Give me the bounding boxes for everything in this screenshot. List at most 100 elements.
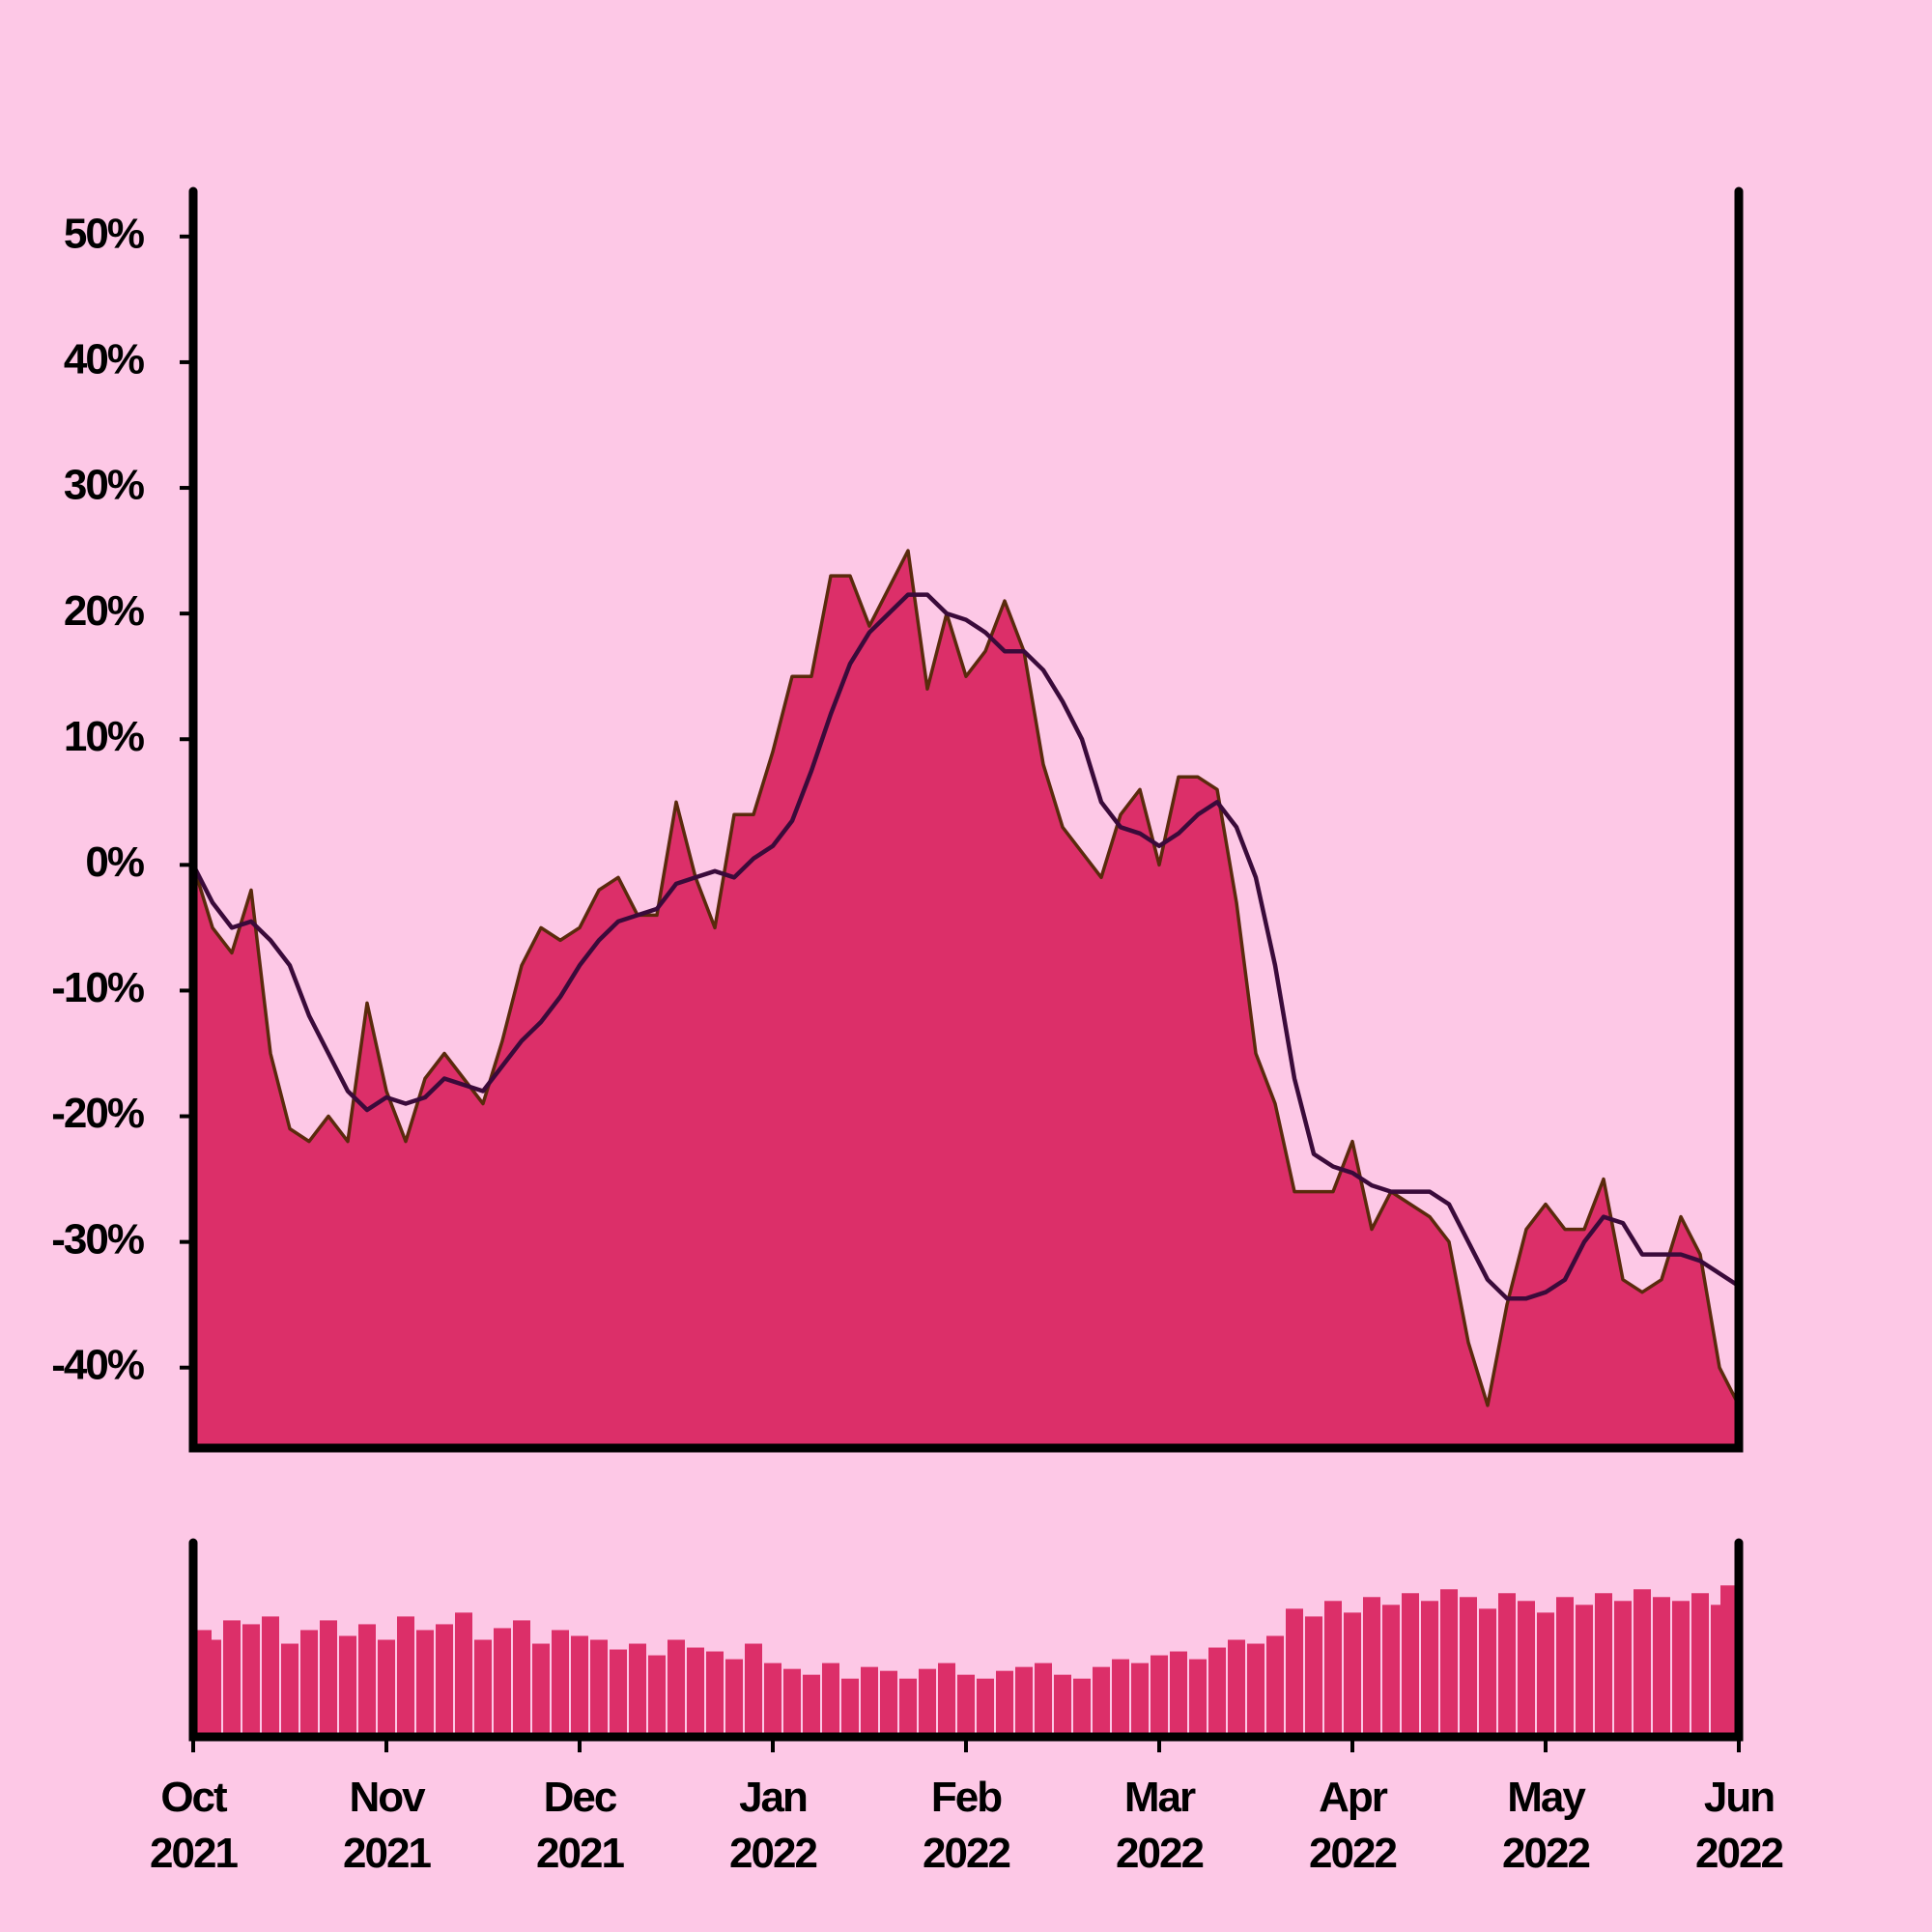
volume-bar	[764, 1662, 781, 1737]
volume-bar	[1672, 1601, 1690, 1737]
y-tick-label: 50%	[64, 210, 144, 257]
volume-bar	[1054, 1674, 1071, 1737]
x-tick-label: May 2022	[1502, 1774, 1591, 1877]
volume-bar	[1479, 1608, 1496, 1737]
volume-bar	[532, 1643, 550, 1737]
volume-bar	[223, 1620, 241, 1737]
x-tick-label: Jun 2022	[1695, 1774, 1784, 1877]
volume-bar	[687, 1647, 704, 1737]
volume-bar	[861, 1666, 878, 1737]
volume-bar	[1614, 1601, 1632, 1737]
volume-bar	[281, 1643, 298, 1737]
x-tick-label: Apr 2022	[1309, 1774, 1398, 1877]
volume-bar	[1421, 1601, 1438, 1737]
volume-bar	[397, 1616, 414, 1737]
volume-bar	[803, 1674, 820, 1737]
axis-frame	[188, 1538, 1744, 1742]
volume-bar	[262, 1616, 279, 1737]
volume-bar	[320, 1620, 337, 1737]
volume-bar	[571, 1635, 588, 1737]
volume-bar	[416, 1630, 434, 1737]
x-tick-label: Mar 2022	[1116, 1774, 1205, 1877]
volume-bar	[1189, 1659, 1207, 1737]
volume-bar	[880, 1670, 897, 1737]
y-tick-label: 0%	[85, 838, 143, 886]
volume-bar	[1460, 1597, 1477, 1737]
volume-bar	[1131, 1662, 1149, 1737]
area	[193, 551, 1739, 1448]
volume-bar	[378, 1639, 395, 1737]
y-tick-label: -10%	[51, 964, 144, 1011]
volume-bar	[1247, 1643, 1264, 1737]
volume-bar	[1595, 1593, 1612, 1737]
volume-bar	[1363, 1597, 1380, 1737]
volume-bar	[1344, 1612, 1361, 1737]
volume-bar	[1228, 1639, 1245, 1737]
volume-bar	[1537, 1612, 1554, 1737]
y-tick-label: 30%	[64, 462, 144, 509]
volume-bar	[474, 1639, 492, 1737]
volume-bar	[1015, 1666, 1033, 1737]
y-tick-label: -30%	[51, 1215, 144, 1263]
axis-frame	[188, 186, 1744, 1453]
volume-bar	[783, 1668, 801, 1737]
volume-bar	[957, 1674, 975, 1737]
y-tick-label: 10%	[64, 713, 144, 760]
volume-bar	[1073, 1678, 1091, 1737]
volume-bar	[1576, 1605, 1593, 1737]
volume-bar	[1112, 1659, 1129, 1737]
volume-bar	[648, 1655, 666, 1737]
volume-bar	[1305, 1616, 1322, 1737]
volume-bar	[841, 1678, 859, 1737]
volume-bar	[1691, 1593, 1709, 1737]
volume-bar	[436, 1624, 453, 1737]
area-line	[191, 549, 1741, 1407]
volume-bar	[1151, 1655, 1168, 1737]
volume-bar	[590, 1639, 608, 1737]
volume-bar	[494, 1628, 511, 1737]
volume-bar	[706, 1651, 724, 1737]
volume-bar	[977, 1678, 994, 1737]
volume-bar	[242, 1624, 260, 1737]
volume-bar	[358, 1624, 376, 1737]
volume-bar	[1498, 1593, 1516, 1737]
volume-bar	[513, 1620, 530, 1737]
volume-bar	[1402, 1593, 1419, 1737]
volume-bar	[1170, 1651, 1187, 1737]
volume-bar	[1035, 1662, 1052, 1737]
y-tick-label: -20%	[51, 1090, 144, 1137]
volume-bar	[1266, 1635, 1284, 1737]
x-tick-label: Feb 2022	[923, 1774, 1011, 1877]
volume-bar	[1556, 1597, 1574, 1737]
volume-bar	[996, 1670, 1013, 1737]
volume-bar	[610, 1649, 627, 1737]
volume-bar	[1653, 1597, 1670, 1737]
volume-bar	[1440, 1589, 1458, 1737]
volume-bar	[552, 1630, 569, 1737]
volume-bar	[1382, 1605, 1400, 1737]
x-tick-label: Jan 2022	[729, 1774, 818, 1877]
y-tick-label: -40%	[51, 1341, 144, 1388]
volume-bar	[1634, 1589, 1651, 1737]
volume-bar	[899, 1678, 917, 1737]
moving-average-line	[190, 592, 1741, 1301]
volume-bar	[1208, 1647, 1226, 1737]
volume-bar	[455, 1612, 472, 1737]
y-tick-label: 40%	[64, 336, 144, 384]
volume-bar	[339, 1635, 356, 1737]
volume-bar	[938, 1662, 955, 1737]
x-tick-label: Nov 2021	[343, 1774, 432, 1877]
y-tick-label: 20%	[64, 587, 144, 635]
volume-bar	[1286, 1608, 1303, 1737]
volume-bar	[1324, 1601, 1342, 1737]
volume-bar	[725, 1659, 743, 1737]
volume-bar	[668, 1639, 685, 1737]
volume-bar	[1518, 1601, 1535, 1737]
volume-bar	[745, 1643, 762, 1737]
volume-bar	[1093, 1666, 1110, 1737]
x-tick-label: Dec 2021	[536, 1774, 625, 1877]
volume-bar	[300, 1630, 318, 1737]
volume-bar	[1720, 1585, 1738, 1737]
x-tick-label: Oct 2021	[150, 1774, 239, 1877]
